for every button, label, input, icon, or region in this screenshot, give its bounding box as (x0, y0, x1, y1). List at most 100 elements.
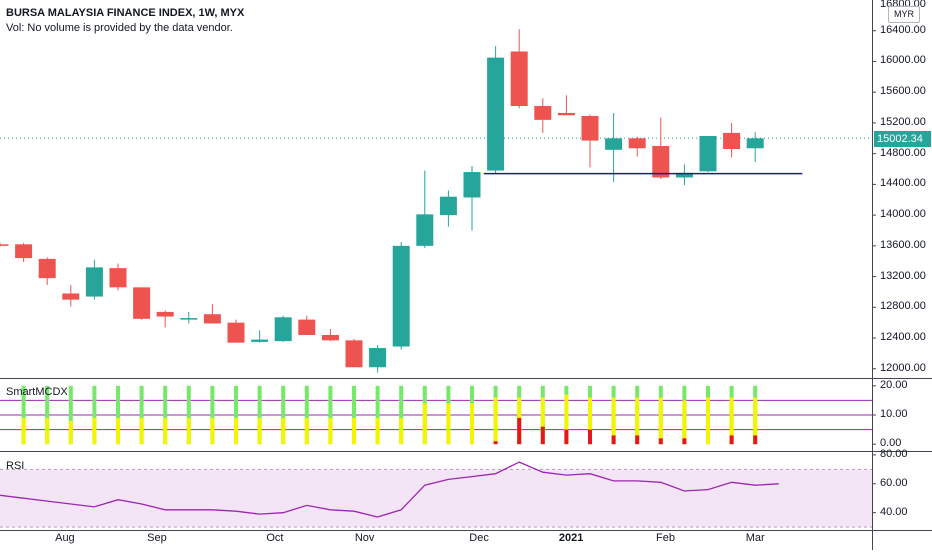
symbol-title[interactable]: BURSA MALAYSIA FINANCE INDEX, 1W, MYX (6, 7, 245, 19)
candle-up (274, 317, 292, 342)
time-axis-tick-label: Oct (266, 532, 284, 544)
candle-up (416, 214, 434, 246)
mcdx-bar-yellow (446, 403, 451, 445)
candle-up (392, 245, 410, 347)
mcdx-axis-tick-label: 20.00 (880, 378, 908, 391)
price-axis-tick-label: 16400.00 (880, 23, 926, 36)
candle-up (699, 135, 717, 172)
price-axis-tick-label: 16000.00 (880, 54, 926, 67)
rsi-panel-label[interactable]: RSI (6, 460, 25, 472)
candle-down (581, 116, 599, 141)
mcdx-bar-green (163, 385, 168, 445)
mcdx-panel-label[interactable]: SmartMCDX (6, 386, 68, 398)
candle-up (605, 138, 623, 150)
rsi-line (0, 461, 779, 518)
mcdx-axis-tick-label: 0.00 (880, 437, 902, 450)
price-axis-tick-label: 12000.00 (880, 361, 926, 374)
mcdx-bar-yellow (682, 400, 687, 445)
mcdx-bar-green (304, 385, 309, 445)
candle-down (109, 268, 127, 288)
mcdx-bar-green (375, 385, 380, 445)
candle-up (85, 267, 103, 297)
mcdx-bar-yellow (493, 397, 498, 445)
time-axis-tick-label: Nov (354, 532, 375, 544)
candle-down (321, 334, 339, 341)
time-axis-tick-label: 2021 (558, 532, 584, 544)
mcdx-bar-green (116, 385, 120, 445)
mcdx-bar-yellow (588, 397, 592, 445)
mcdx-bar-yellow (45, 417, 50, 445)
candle-down (133, 287, 151, 319)
price-axis-top-cover (873, 0, 932, 8)
price-axis-tick-label: 12800.00 (880, 300, 926, 313)
candle-up (251, 339, 269, 342)
candle-up (439, 196, 457, 216)
last-price-label: 15002.34 (874, 131, 931, 147)
mcdx-bar-yellow (68, 420, 73, 445)
mcdx-bar-yellow (92, 417, 97, 445)
time-axis-tick-label: Sep (147, 532, 167, 544)
candle-down (15, 244, 33, 259)
mcdx-bar-red (540, 426, 545, 445)
candle-down (227, 322, 245, 343)
mcdx-bar-green (210, 385, 215, 445)
time-axis-tick-label: Mar (745, 532, 765, 544)
mcdx-bar-yellow (257, 417, 262, 445)
price-axis-tick-label: 14800.00 (880, 146, 926, 159)
price-axis-tick-label: 12400.00 (880, 331, 926, 344)
mcdx-bar-green (45, 385, 50, 445)
mcdx-bar-yellow (234, 417, 238, 445)
mcdx-bar-yellow (375, 417, 380, 445)
mcdx-bar-yellow (753, 397, 758, 445)
mcdx-bar-red (658, 438, 663, 445)
rsi-axis-tick-label: 80.00 (880, 447, 908, 460)
mcdx-bar-yellow (564, 394, 569, 445)
price-axis-tick-label: 14000.00 (880, 208, 926, 221)
price-axis-tick-label: 15200.00 (880, 115, 926, 128)
mcdx-bar-yellow (210, 417, 215, 445)
time-axis-tick-label: Aug (55, 532, 75, 544)
candle-down (557, 112, 575, 116)
candle-down (0, 244, 9, 246)
candle-down (723, 132, 741, 150)
candle-up (463, 172, 481, 198)
rsi-band (0, 469, 872, 528)
mcdx-bar-yellow (186, 417, 191, 445)
candle-down (510, 51, 528, 107)
price-axis-tick-label: 15600.00 (880, 85, 926, 98)
mcdx-bar-red (611, 435, 616, 445)
candle-down (652, 145, 670, 178)
candle-up (675, 172, 693, 178)
candle-down (345, 340, 363, 368)
mcdx-bar-red (517, 417, 522, 445)
mcdx-bar-green (21, 385, 26, 445)
mcdx-bar-red (588, 429, 592, 445)
candle-up (180, 318, 198, 320)
mcdx-bar-yellow (540, 397, 545, 445)
price-axis-top-cut-label: 16800.00 (880, 0, 926, 10)
mcdx-bar-red (635, 435, 640, 445)
mcdx-bar-yellow (729, 397, 734, 445)
mcdx-bar-red (564, 429, 569, 445)
candle-up (487, 57, 505, 171)
mcdx-bar-green (399, 385, 404, 445)
time-axis-tick-label: Dec (469, 532, 489, 544)
mcdx-bar-yellow (706, 397, 710, 445)
mcdx-bar-green (281, 385, 286, 445)
mcdx-bar-yellow (399, 417, 404, 445)
mcdx-bar-yellow (163, 417, 168, 445)
mcdx-bar-green (352, 385, 356, 445)
currency-badge[interactable]: MYR (888, 6, 920, 23)
mcdx-bar-red (729, 435, 734, 445)
volume-note: Vol: No volume is provided by the data v… (6, 22, 233, 34)
mcdx-bar-yellow (281, 417, 286, 445)
mcdx-bar-red (493, 441, 498, 445)
candle-down (298, 319, 316, 335)
mcdx-bar-yellow (422, 403, 427, 445)
mcdx-bar-yellow (21, 417, 26, 445)
mcdx-bar-yellow (635, 397, 640, 445)
mcdx-bar-green (328, 385, 333, 445)
candle-down (203, 314, 221, 324)
